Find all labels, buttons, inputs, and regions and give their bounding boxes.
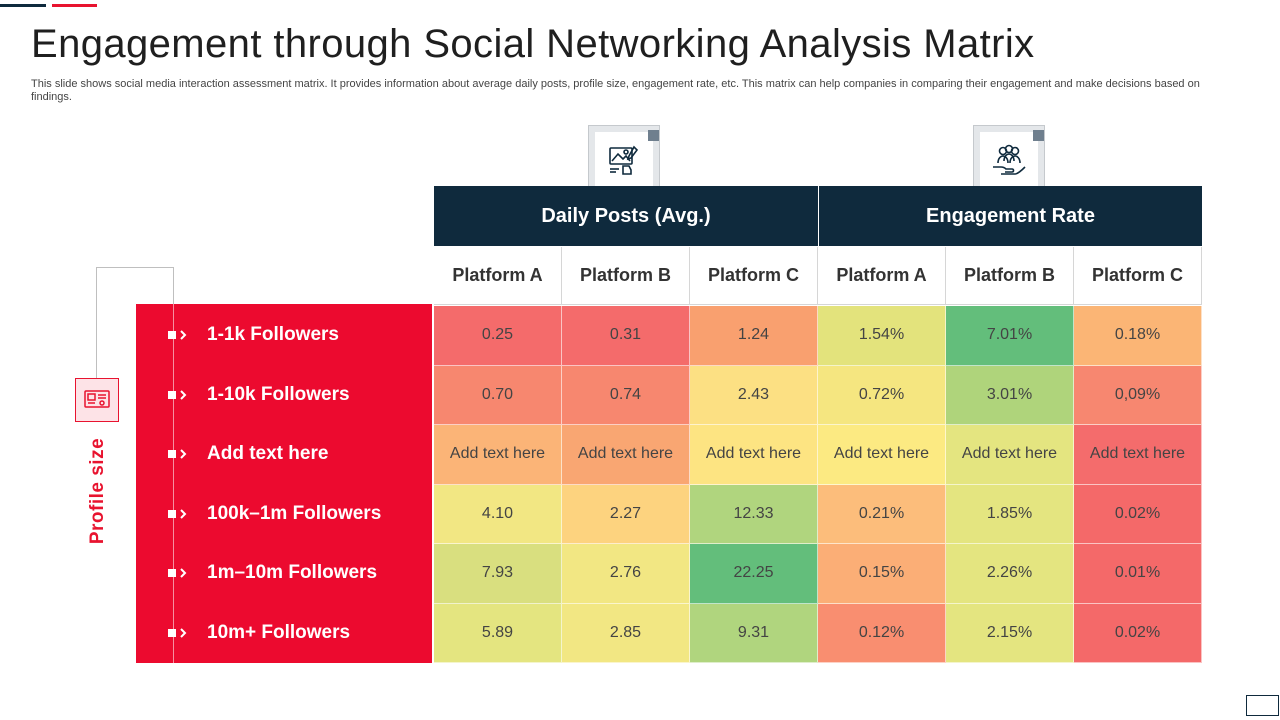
matrix-cell: 0.74 [562,365,690,425]
matrix-cell: 2.26% [946,544,1074,604]
profile-size-label: Profile size [87,437,108,545]
row-label-1-10k: 1-10k Followers [207,384,350,405]
matrix-cell: 1.85% [946,484,1074,544]
row-label-1-1k: 1-1k Followers [207,324,339,345]
row-label-10m-plus: 10m+ Followers [207,622,351,643]
daily-posts-icon-box [588,125,660,187]
matrix-cell: 0.02% [1074,603,1202,663]
matrix-cell: Add text here [818,425,946,485]
arrow-bullet-icon [168,330,187,340]
profile-bracket [96,267,174,379]
arrow-bullet-icon [168,628,187,638]
accent-bar-navy [0,4,46,7]
matrix-cell: 0.12% [818,603,946,663]
matrix-cell: 0.01% [1074,544,1202,604]
header-posts-platform-b: Platform B [562,247,690,305]
heat-matrix: 0.25 0.31 1.24 1.54% 7.01% 0.18% 0.70 0.… [434,306,1202,663]
matrix-cell: 0.18% [1074,306,1202,366]
header-engagement-rate: Engagement Rate [819,186,1202,246]
matrix-cell: 0.02% [1074,484,1202,544]
row-label-1m-10m: 1m–10m Followers [207,562,378,583]
matrix-cell: 2.27 [562,484,690,544]
page-title: Engagement through Social Networking Ana… [31,22,1035,66]
matrix-cell: 5.89 [434,603,562,663]
arrow-bullet-icon [168,449,187,459]
matrix-cell: 0.21% [818,484,946,544]
matrix-cell: 2.15% [946,603,1074,663]
header-engagement-platform-c: Platform C [1074,247,1202,305]
matrix-cell: 9.31 [690,603,818,663]
matrix-cell: 3.01% [946,365,1074,425]
matrix-cell: 2.43 [690,365,818,425]
matrix-cell: Add text here [1074,425,1202,485]
matrix-cell: 22.25 [690,544,818,604]
row-label-100k-1m: 100k–1m Followers [207,503,382,524]
matrix-cell: Add text here [562,425,690,485]
matrix-cell: 0.25 [434,306,562,366]
matrix-cell: 2.85 [562,603,690,663]
matrix-cell: 4.10 [434,484,562,544]
matrix-cell: 7.93 [434,544,562,604]
matrix-cell: 0.72% [818,365,946,425]
matrix-cell: 0.70 [434,365,562,425]
matrix-cell: 2.76 [562,544,690,604]
matrix-cell: Add text here [946,425,1074,485]
matrix-cell: 1.24 [690,306,818,366]
slide-corner-box [1246,695,1279,716]
matrix-cell: 0.31 [562,306,690,366]
arrow-bullet-icon [168,568,187,578]
arrow-bullet-icon [168,390,187,400]
matrix-cell: 1.54% [818,306,946,366]
header-engagement-platform-b: Platform B [946,247,1074,305]
people-hand-icon [993,144,1026,175]
matrix-cell: 12.33 [690,484,818,544]
row-labels-panel [136,304,432,663]
accent-bar-red [52,4,97,7]
engagement-icon-box [973,125,1045,187]
arrow-bullet-icon [168,509,187,519]
header-posts-platform-c: Platform C [690,247,818,305]
matrix-cell: 0.15% [818,544,946,604]
header-engagement-platform-a: Platform A [818,247,946,305]
header-daily-posts: Daily Posts (Avg.) [434,186,818,246]
profile-icon-box [75,378,119,422]
matrix-cell: 7.01% [946,306,1074,366]
matrix-cell: Add text here [690,425,818,485]
matrix-cell: Add text here [434,425,562,485]
image-edit-icon [609,145,639,175]
matrix-cell: 0,09% [1074,365,1202,425]
id-card-icon [84,390,110,408]
header-posts-platform-a: Platform A [434,247,562,305]
row-label-placeholder: Add text here [207,443,329,464]
page-subtitle: This slide shows social media interactio… [31,78,1200,103]
